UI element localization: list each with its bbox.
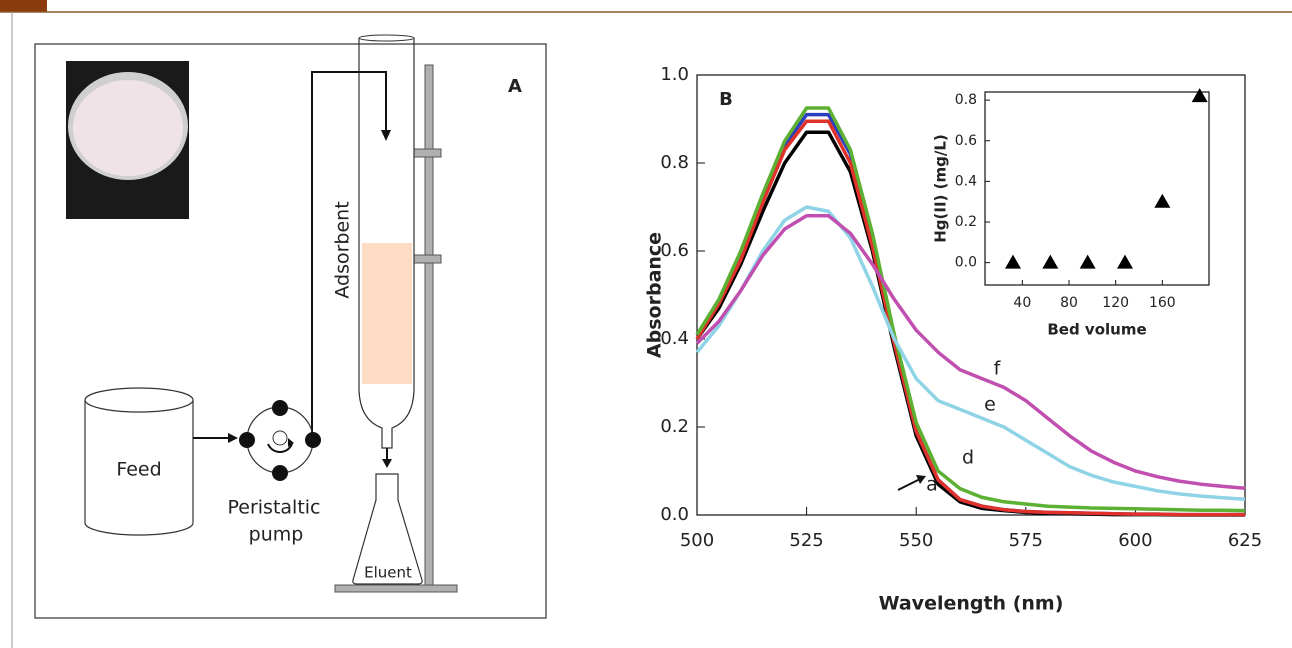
y-tick-label: 0.6 [660,240,689,261]
x-tick-label: 550 [899,530,933,551]
arrow-head [288,438,294,447]
x-tick-label: 600 [1118,530,1152,551]
y-tick-label: 1.0 [660,64,689,85]
column-top [358,34,415,42]
feed-tank-top [84,387,194,413]
y-tick-label: 0.8 [660,152,689,173]
marker [1079,254,1096,269]
y-axis-label: Absorbance [644,232,666,358]
panel-frame [34,43,547,619]
column-label: Adsorbent [332,201,354,298]
y-tick-label: 0.0 [955,255,977,271]
clamp [413,254,442,264]
roller [305,432,321,448]
x-tick-label: 160 [1149,295,1176,311]
adsorbent-bed [362,243,412,384]
dish-powder [73,80,183,176]
tubing [311,71,387,440]
pump-label: pump [249,524,304,546]
arrow-head [916,475,926,484]
flask [352,473,423,585]
marker [1005,254,1021,269]
arrow-head [228,433,238,443]
plot-frame [984,91,1210,286]
label-arrow [897,477,923,491]
x-axis-label: Bed volume [1047,321,1146,339]
marker [1154,193,1171,208]
y-tick-label: 0.2 [660,416,689,437]
y-tick-label: 0.6 [955,133,977,149]
marker [1117,254,1133,269]
arrow-head [381,130,391,141]
y-tick-label: 0.0 [660,504,689,525]
x-tick-label: 40 [1013,295,1031,311]
curve-label: e [984,394,996,416]
pump-label: Peristaltic [227,497,320,519]
x-tick-label: 575 [1009,530,1043,551]
y-tick-label: 0.4 [955,173,977,189]
line-series [695,119,1245,517]
marker [1191,88,1208,103]
roller [239,432,255,448]
feed-tank [84,400,194,536]
y-tick-label: 0.8 [955,92,977,108]
x-axis-label: Wavelength (nm) [879,593,1064,615]
y-tick-label: 0.4 [660,328,689,349]
line-series [695,214,1246,490]
line-series [695,106,1246,513]
x-tick-label: 525 [789,530,823,551]
pump [246,406,314,474]
arrow-head [382,459,392,468]
panel-label: B [719,89,733,110]
roller [272,465,288,481]
stand-base [334,584,458,593]
x-tick-label: 80 [1060,295,1078,311]
header-block [0,0,47,12]
x-tick-label: 625 [1228,530,1262,551]
curve-label: f [994,358,1002,380]
roller [272,400,288,416]
panel-a: Eluent Feed Peristaltic pump Adsorbent A [34,34,547,619]
pump-hub [272,430,288,446]
flask-label: Eluent [364,564,412,582]
curve-label: a [926,474,938,496]
y-axis-label: Hg(II) (mg/L) [932,134,950,243]
pump-rotation [267,443,293,453]
plot-frame [696,74,1246,516]
y-tick-label: 0.2 [955,214,977,230]
marker [1042,254,1059,269]
curve-label: d [962,447,974,469]
line-series [695,205,1246,501]
feed-label: Feed [116,459,161,481]
panel-b: 500 525 550 575 600 625 0.0 0.2 0.4 0.6 0.8 1.0 Wave… [644,64,1263,615]
clamp [413,148,442,158]
stand-pole [424,64,434,593]
x-tick-label: 500 [680,530,714,551]
panel-label: A [508,76,522,97]
x-tick-label: 120 [1102,295,1129,311]
